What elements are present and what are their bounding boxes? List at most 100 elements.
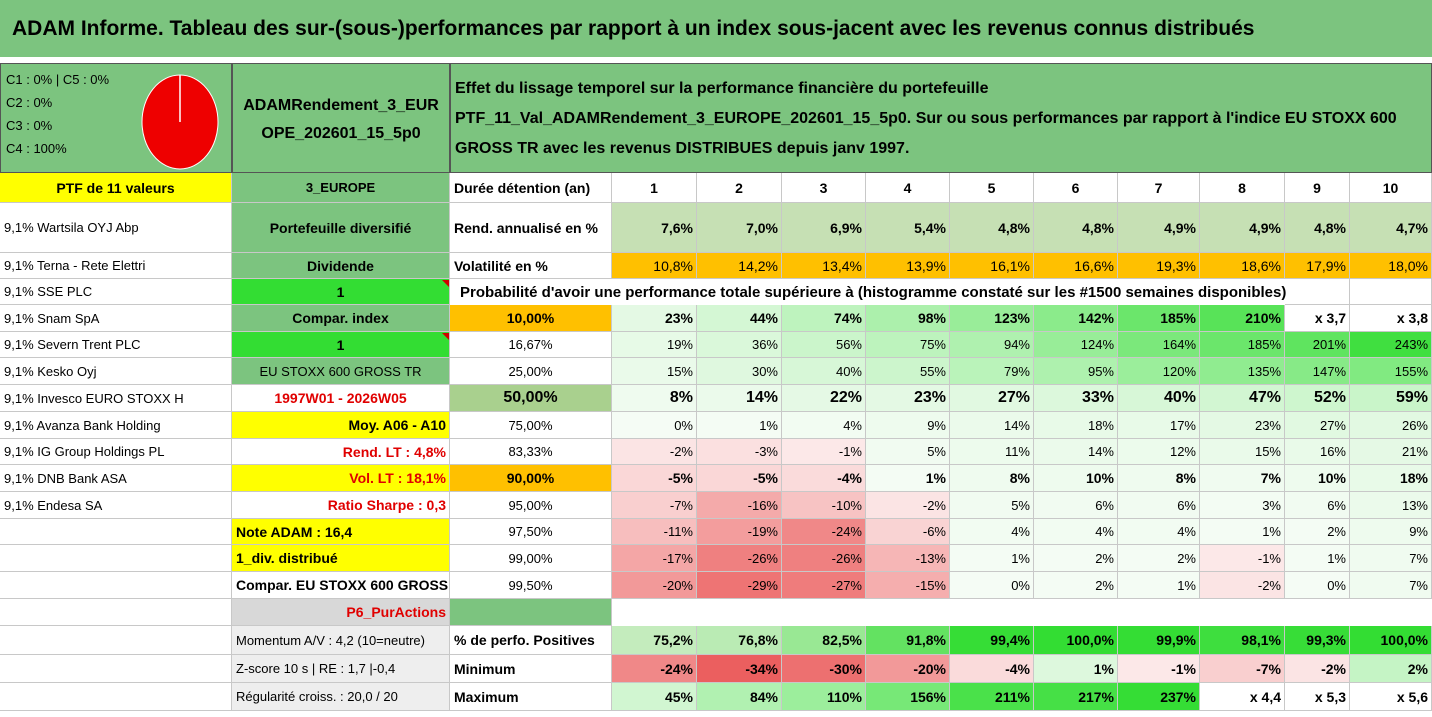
probability-value-cell: 94% — [950, 332, 1034, 358]
probability-value-cell: -24% — [782, 519, 866, 545]
probability-value-cell: 6% — [1118, 492, 1200, 519]
annualized-return-cell: 4,8% — [950, 203, 1034, 253]
probability-value-cell: 14% — [1034, 439, 1118, 465]
probability-level-cell: 90,00% — [450, 465, 612, 492]
probability-value-cell: 11% — [950, 439, 1034, 465]
annualized-return-cell: 4,7% — [1350, 203, 1432, 253]
maximum-cell: x 4,4 — [1200, 683, 1285, 711]
probability-value-cell: 44% — [697, 305, 782, 332]
adam-score-label: Note ADAM : 16,4 — [232, 519, 450, 545]
probability-value-cell: 4% — [1118, 519, 1200, 545]
holding-row: 9,1% Terna - Rete Elettri — [0, 253, 232, 279]
probability-value-cell: 135% — [1200, 358, 1285, 385]
probability-value-cell: -4% — [782, 465, 866, 492]
probability-value-cell: 98% — [866, 305, 950, 332]
legend-line: C4 : 100% — [6, 141, 67, 156]
probability-value-cell: 1% — [950, 545, 1034, 572]
volatility-cell: 18,0% — [1350, 253, 1432, 279]
probability-value-cell: 17% — [1118, 412, 1200, 439]
probability-value-cell: 19% — [612, 332, 697, 358]
probability-value-cell: 185% — [1200, 332, 1285, 358]
legend-line: C2 : 0% — [6, 95, 53, 110]
minimum-cell: -30% — [782, 655, 866, 683]
probability-level-cell: 10,00% — [450, 305, 612, 332]
volatility-cell: 13,4% — [782, 253, 866, 279]
probability-value-cell: 1% — [1285, 545, 1350, 572]
probability-value-cell: 23% — [612, 305, 697, 332]
compar-index-label: Compar. index — [232, 305, 450, 332]
empty-cell — [0, 519, 232, 545]
annualized-return-cell: 4,9% — [1118, 203, 1200, 253]
probability-value-cell: -5% — [697, 465, 782, 492]
probability-value-cell: 6% — [1034, 492, 1118, 519]
probability-value-cell: 4% — [1034, 519, 1118, 545]
probability-value-cell: 4% — [950, 519, 1034, 545]
empty-cell — [0, 683, 232, 711]
page-title: ADAM Informe. Tableau des sur-(sous-)per… — [0, 0, 1432, 57]
holding-row: 9,1% DNB Bank ASA — [0, 465, 232, 492]
minimum-cell: -2% — [1285, 655, 1350, 683]
sharpe-ratio-label: Ratio Sharpe : 0,3 — [232, 492, 450, 519]
probability-value-cell: -7% — [612, 492, 697, 519]
minimum-cell: -7% — [1200, 655, 1285, 683]
probability-level-cell: 97,50% — [450, 519, 612, 545]
maximum-cell: 84% — [697, 683, 782, 711]
probability-value-cell: -2% — [1200, 572, 1285, 599]
annualized-return-cell: 4,8% — [1034, 203, 1118, 253]
probability-value-cell: 1% — [1200, 519, 1285, 545]
positive-performance-cell: 82,5% — [782, 626, 866, 655]
period-label: 1997W01 - 2026W05 — [232, 385, 450, 412]
probability-value-cell: 47% — [1200, 385, 1285, 412]
regularity-label: Régularité croiss. : 20,0 / 20 — [232, 683, 450, 711]
probability-value-cell: 21% — [1350, 439, 1432, 465]
probability-value-cell: 8% — [950, 465, 1034, 492]
volatility-cell: 17,9% — [1285, 253, 1350, 279]
probability-value-cell: 59% — [1350, 385, 1432, 412]
probability-value-cell: 74% — [782, 305, 866, 332]
holding-row: 9,1% Endesa SA — [0, 492, 232, 519]
probability-value-cell: -1% — [1200, 545, 1285, 572]
probability-value-cell: 201% — [1285, 332, 1350, 358]
positive-performance-cell: 100,0% — [1350, 626, 1432, 655]
probability-value-cell: 22% — [782, 385, 866, 412]
maximum-cell: 45% — [612, 683, 697, 711]
description-block: Effet du lissage temporel sur la perform… — [450, 63, 1432, 173]
probability-value-cell: 23% — [1200, 412, 1285, 439]
minimum-cell: -20% — [866, 655, 950, 683]
probability-value-cell: 27% — [1285, 412, 1350, 439]
probability-value-cell: 40% — [782, 358, 866, 385]
holding-row: 9,1% Snam SpA — [0, 305, 232, 332]
probability-value-cell: -15% — [866, 572, 950, 599]
probability-value-cell: 18% — [1034, 412, 1118, 439]
year-header: 9 — [1285, 173, 1350, 203]
annualized-return-cell: 6,9% — [782, 203, 866, 253]
probability-value-cell: 33% — [1034, 385, 1118, 412]
probability-value-cell: 75% — [866, 332, 950, 358]
probability-value-cell: 155% — [1350, 358, 1432, 385]
description-line: GROSS TR avec les revenus DISTRIBUES dep… — [455, 140, 910, 157]
probability-value-cell: 14% — [950, 412, 1034, 439]
probability-value-cell: -19% — [697, 519, 782, 545]
probability-value-cell: 56% — [782, 332, 866, 358]
dividend-label: Dividende — [232, 253, 450, 279]
probability-value-cell: -17% — [612, 545, 697, 572]
index-name-label: EU STOXX 600 GROSS TR — [232, 358, 450, 385]
probability-value-cell: 1% — [866, 465, 950, 492]
probability-value-cell: 12% — [1118, 439, 1200, 465]
probability-value-cell: 27% — [950, 385, 1034, 412]
empty-cell — [0, 626, 232, 655]
year-header: 8 — [1200, 173, 1285, 203]
portfolio-type-label: Portefeuille diversifié — [232, 203, 450, 253]
probability-value-cell: -27% — [782, 572, 866, 599]
probability-value-cell: 8% — [1118, 465, 1200, 492]
maximum-cell: 211% — [950, 683, 1034, 711]
probability-value-cell: 8% — [612, 385, 697, 412]
probability-value-cell: 40% — [1118, 385, 1200, 412]
probability-value-cell: -2% — [612, 439, 697, 465]
allocation-pie-chart — [141, 74, 219, 170]
positive-performance-cell: 76,8% — [697, 626, 782, 655]
probability-value-cell: x 3,8 — [1350, 305, 1432, 332]
probability-value-cell: 79% — [950, 358, 1034, 385]
probability-value-cell: 9% — [866, 412, 950, 439]
probability-value-cell: 95% — [1034, 358, 1118, 385]
